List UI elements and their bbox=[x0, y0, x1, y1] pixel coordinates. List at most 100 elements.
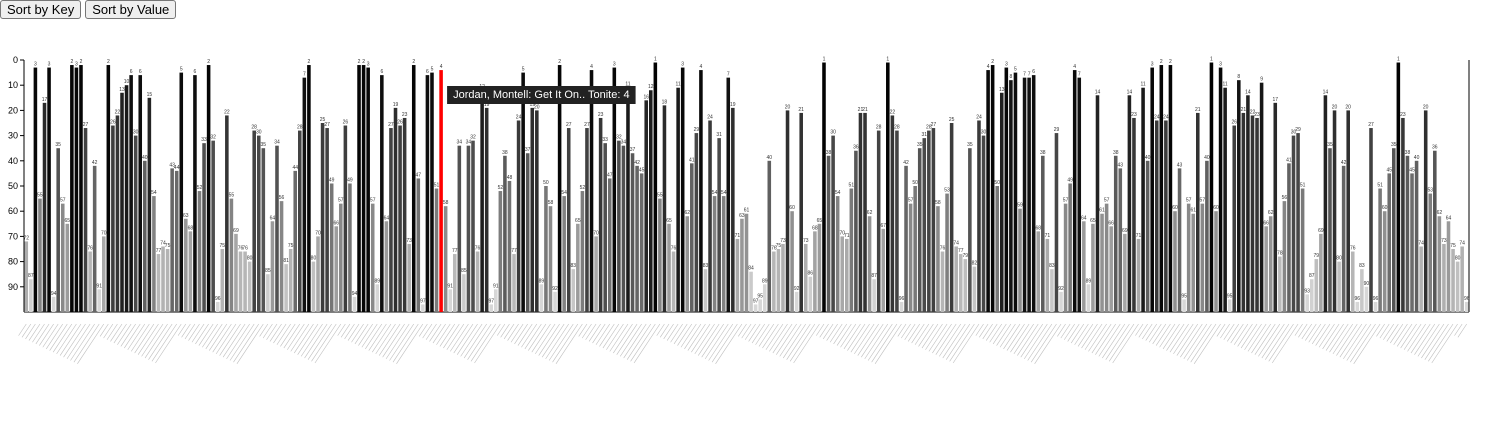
bar-value-label: 35 bbox=[967, 142, 973, 148]
bar-value-label: 16 bbox=[643, 94, 649, 100]
bar-value-label: 74 bbox=[1459, 240, 1465, 246]
bar-value-label: 76 bbox=[940, 246, 946, 252]
x-tick-label bbox=[711, 323, 738, 363]
bar bbox=[1460, 246, 1464, 312]
x-tick-label bbox=[49, 323, 68, 351]
x-tick-label bbox=[106, 323, 118, 340]
x-tick-label bbox=[942, 323, 966, 359]
x-tick-label bbox=[1006, 323, 1025, 351]
bar-value-label: 23 bbox=[402, 112, 408, 118]
x-tick-label bbox=[56, 323, 77, 355]
bar bbox=[607, 178, 612, 312]
x-tick-label bbox=[1112, 323, 1139, 364]
x-tick-label bbox=[677, 323, 693, 346]
bar-value-label: 55 bbox=[229, 193, 235, 199]
x-tick-label bbox=[226, 323, 250, 360]
bar-value-label: 66 bbox=[333, 220, 339, 226]
bar bbox=[516, 120, 521, 312]
bar bbox=[106, 65, 111, 312]
y-tick-label: 50 bbox=[8, 181, 18, 191]
bar bbox=[1191, 213, 1195, 312]
bar bbox=[1410, 173, 1414, 312]
bar-value-label: 5 bbox=[522, 67, 525, 73]
bar bbox=[1045, 238, 1050, 312]
bar-value-label: 14 bbox=[1127, 89, 1133, 95]
bar-value-label: 52 bbox=[580, 185, 586, 191]
bar bbox=[999, 92, 1004, 312]
bar bbox=[197, 191, 202, 312]
x-tick-label bbox=[949, 323, 975, 362]
bar bbox=[544, 186, 548, 312]
bar-value-label: 27 bbox=[324, 122, 330, 128]
x-tick-label bbox=[670, 323, 683, 343]
bar-value-label: 75 bbox=[1450, 243, 1456, 249]
bar-value-label: 40 bbox=[1145, 155, 1151, 161]
bar-value-label: 80 bbox=[1455, 256, 1461, 262]
bar bbox=[147, 97, 152, 312]
bar-value-label: 62 bbox=[1268, 210, 1274, 216]
bar-value-label: 7 bbox=[303, 72, 306, 78]
bar bbox=[165, 249, 170, 312]
x-tick-label bbox=[701, 323, 724, 358]
x-tick-label bbox=[117, 323, 132, 345]
x-tick-label bbox=[439, 323, 456, 347]
bar-value-label: 70 bbox=[839, 230, 845, 236]
bar-value-label: 25 bbox=[949, 117, 955, 123]
bar bbox=[963, 259, 968, 312]
bar bbox=[302, 77, 307, 312]
x-tick-label bbox=[290, 323, 310, 352]
bar-value-label: 96 bbox=[1464, 296, 1470, 302]
x-tick-label bbox=[1414, 323, 1436, 355]
bar-value-label: 72 bbox=[23, 235, 29, 241]
x-tick-label bbox=[259, 323, 269, 337]
bar bbox=[913, 186, 917, 312]
x-tick-label bbox=[545, 323, 569, 360]
x-tick-label bbox=[779, 323, 802, 357]
bar bbox=[357, 65, 361, 312]
bar bbox=[671, 251, 676, 312]
bar bbox=[767, 160, 772, 312]
bar bbox=[917, 148, 922, 312]
bar-value-label: 34 bbox=[466, 140, 472, 146]
bar bbox=[576, 223, 580, 312]
bar-value-label: 70 bbox=[101, 230, 107, 236]
x-tick-label bbox=[443, 323, 460, 349]
bar-value-label: 11 bbox=[676, 82, 681, 88]
bar-value-label: 22 bbox=[1250, 109, 1256, 115]
bar-value-label: 76 bbox=[87, 246, 93, 252]
bar-value-label: 69 bbox=[233, 228, 239, 234]
bar-value-label: 76 bbox=[771, 246, 777, 252]
x-tick-label bbox=[1220, 323, 1230, 339]
bar bbox=[1141, 87, 1145, 312]
x-tick-label bbox=[687, 323, 706, 351]
bar bbox=[886, 62, 890, 312]
x-tick-label bbox=[1322, 323, 1340, 350]
x-tick-label bbox=[1017, 323, 1039, 356]
x-tick-label bbox=[952, 323, 980, 364]
bar-value-label: 68 bbox=[188, 225, 194, 231]
x-tick-label bbox=[758, 323, 775, 347]
sort-by-value-button[interactable]: Sort by Value bbox=[85, 0, 177, 19]
controls: Sort by Key Sort by Value bbox=[0, 0, 177, 19]
bar bbox=[238, 251, 243, 312]
x-tick-label bbox=[463, 323, 487, 359]
x-tick-label bbox=[184, 323, 196, 340]
x-tick-label bbox=[939, 323, 961, 357]
bar-value-label: 71 bbox=[844, 233, 850, 239]
x-tick-label bbox=[992, 323, 1007, 345]
x-tick-label bbox=[347, 323, 360, 341]
bar bbox=[895, 130, 899, 312]
bar-value-label: 2 bbox=[308, 59, 311, 65]
bar-value-label: 20 bbox=[1423, 104, 1429, 110]
bar bbox=[621, 145, 626, 312]
bar-value-label: 74 bbox=[1418, 240, 1424, 246]
x-tick-label bbox=[1428, 323, 1454, 362]
sort-by-key-button[interactable]: Sort by Key bbox=[0, 0, 82, 19]
x-tick-label bbox=[630, 323, 656, 362]
bar-value-label: 24 bbox=[1154, 114, 1160, 120]
x-tick-label bbox=[751, 323, 765, 344]
bar-value-label: 57 bbox=[338, 198, 344, 204]
bar-value-label: 2 bbox=[991, 59, 994, 65]
bar-value-label: 69 bbox=[1318, 228, 1324, 234]
bar-value-label: 50 bbox=[912, 180, 918, 186]
